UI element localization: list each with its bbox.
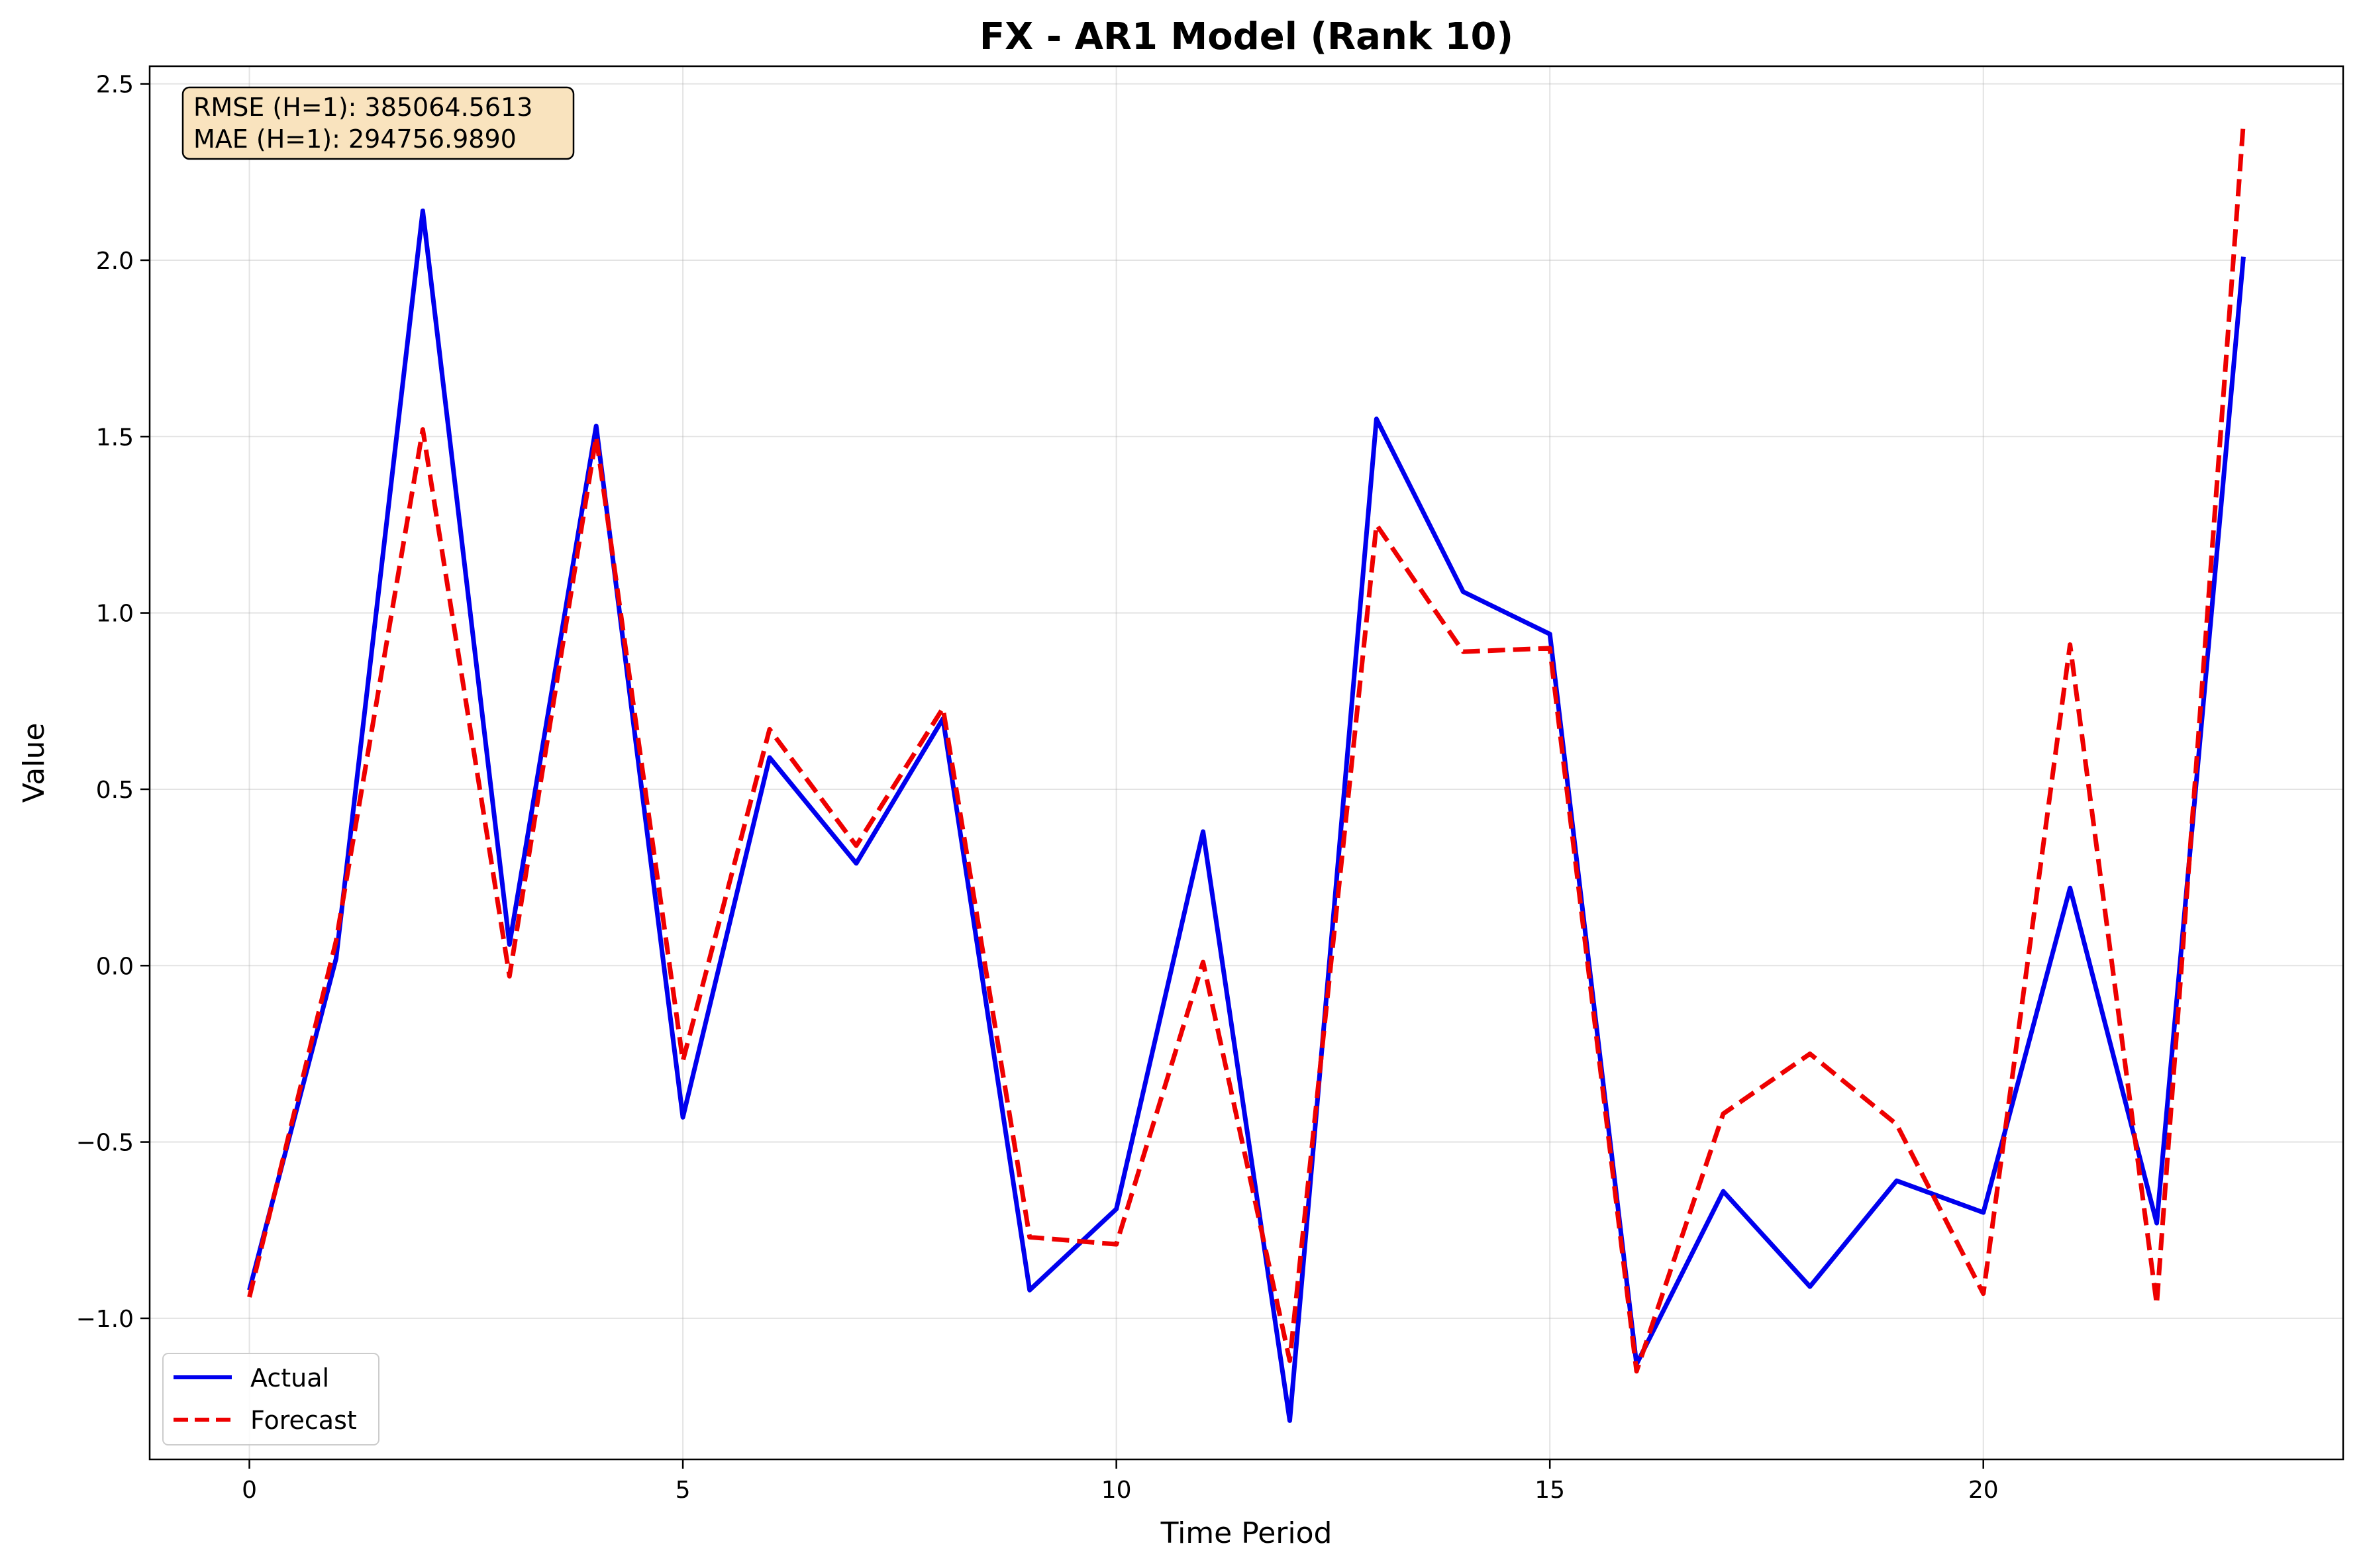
x-axis-label: Time Period <box>1160 1516 1332 1550</box>
rmse-text: RMSE (H=1): 385064.5613 <box>193 93 532 122</box>
plot-frame <box>148 65 2344 1461</box>
y-tick-label: 0.0 <box>96 953 134 980</box>
axis-ticks: 0 5 10 15 20 −1.0 −0.5 0.0 0.5 1.0 1.5 2.0 2.5 <box>76 72 1999 1504</box>
x-tick-label: 20 <box>1968 1477 1999 1504</box>
metrics-annotation-background <box>181 86 575 160</box>
plot-series <box>247 122 2246 1423</box>
x-tick-label: 15 <box>1534 1477 1565 1504</box>
x-tick-label: 10 <box>1101 1477 1132 1504</box>
x-tick-label: 5 <box>676 1477 691 1504</box>
x-tick-label: 0 <box>242 1477 257 1504</box>
mae-text: MAE (H=1): 294756.9890 <box>193 124 517 154</box>
grid <box>150 66 2343 1459</box>
series-line-forecast <box>247 122 2246 1374</box>
y-tick-label: 2.0 <box>96 248 134 275</box>
legend: Actual Forecast <box>162 1353 379 1446</box>
y-tick-label: 1.5 <box>96 424 134 451</box>
y-tick-label: −1.0 <box>76 1306 134 1333</box>
legend-label-actual: Actual <box>250 1363 329 1393</box>
y-tick-label: 2.5 <box>96 72 134 99</box>
y-tick-label: 1.0 <box>96 601 134 628</box>
y-axis-label: Value <box>17 723 51 803</box>
y-tick-label: 0.5 <box>96 777 134 804</box>
series-line-actual <box>247 208 2246 1423</box>
y-tick-label: −0.5 <box>76 1130 134 1157</box>
metrics-annotation: RMSE (H=1): 385064.5613 MAE (H=1): 29475… <box>181 86 575 160</box>
legend-label-forecast: Forecast <box>250 1406 357 1435</box>
chart-title: FX - AR1 Model (Rank 10) <box>980 15 1513 58</box>
